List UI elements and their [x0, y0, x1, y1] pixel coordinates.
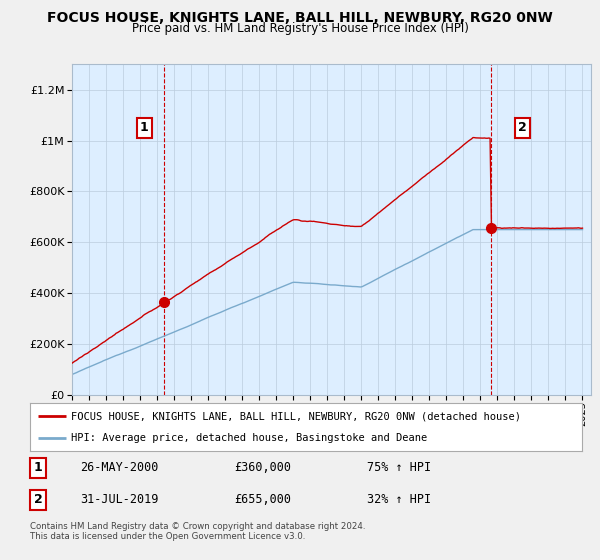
- Text: 31-JUL-2019: 31-JUL-2019: [80, 493, 158, 506]
- Text: 2: 2: [518, 122, 526, 134]
- Text: 1: 1: [140, 122, 148, 134]
- Text: FOCUS HOUSE, KNIGHTS LANE, BALL HILL, NEWBURY, RG20 0NW: FOCUS HOUSE, KNIGHTS LANE, BALL HILL, NE…: [47, 11, 553, 25]
- Text: £360,000: £360,000: [234, 461, 291, 474]
- Text: 75% ↑ HPI: 75% ↑ HPI: [367, 461, 431, 474]
- Text: HPI: Average price, detached house, Basingstoke and Deane: HPI: Average price, detached house, Basi…: [71, 433, 428, 443]
- Text: 26-MAY-2000: 26-MAY-2000: [80, 461, 158, 474]
- Text: £655,000: £655,000: [234, 493, 291, 506]
- Text: FOCUS HOUSE, KNIGHTS LANE, BALL HILL, NEWBURY, RG20 0NW (detached house): FOCUS HOUSE, KNIGHTS LANE, BALL HILL, NE…: [71, 411, 521, 421]
- Text: 32% ↑ HPI: 32% ↑ HPI: [367, 493, 431, 506]
- Text: 1: 1: [34, 461, 43, 474]
- Text: 2: 2: [34, 493, 43, 506]
- Text: Contains HM Land Registry data © Crown copyright and database right 2024.
This d: Contains HM Land Registry data © Crown c…: [30, 522, 365, 542]
- Text: Price paid vs. HM Land Registry's House Price Index (HPI): Price paid vs. HM Land Registry's House …: [131, 22, 469, 35]
